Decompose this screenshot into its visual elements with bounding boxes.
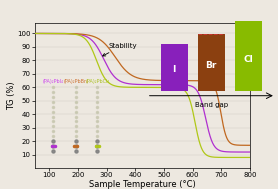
Bar (161, 44, 188, 91)
Text: Br: Br (206, 61, 217, 70)
Text: Band gap: Band gap (195, 101, 228, 108)
Bar (235, 21, 262, 91)
Text: Cl: Cl (244, 55, 253, 64)
Text: (PA)₂PbI₄: (PA)₂PbI₄ (43, 79, 64, 84)
X-axis label: Sample Temperature (°C): Sample Temperature (°C) (89, 180, 196, 189)
Text: Stability: Stability (103, 43, 136, 56)
Text: (PA)₂PbCl₄: (PA)₂PbCl₄ (85, 79, 110, 84)
Bar (198, 34, 225, 91)
Text: I: I (173, 65, 176, 74)
Text: (PA)₂PbBr₄: (PA)₂PbBr₄ (63, 79, 88, 84)
Y-axis label: TG (%): TG (%) (7, 81, 16, 110)
